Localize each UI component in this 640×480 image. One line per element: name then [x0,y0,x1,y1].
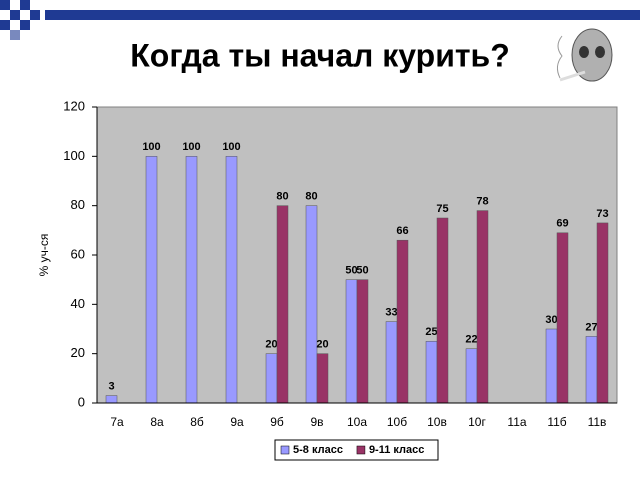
y-tick-label: 60 [71,246,85,261]
x-tick-label: 8б [190,415,204,429]
legend-label: 9-11 класс [369,444,424,456]
bar [396,239,409,404]
bar [385,321,398,404]
x-tick-label: 10г [468,415,486,429]
y-tick-label: 20 [71,345,85,360]
bar [596,222,609,404]
x-tick-label: 9а [230,415,244,429]
data-label: 100 [182,141,200,153]
data-label: 3 [108,381,114,393]
x-tick-label: 11в [588,415,607,429]
x-tick-label: 9б [270,415,284,429]
data-label: 69 [556,218,568,230]
legend-label: 5-8 класс [293,444,343,456]
bar [345,279,358,404]
bar [316,353,329,404]
x-tick-label: 10б [387,415,407,429]
x-tick-label: 11б [547,415,566,429]
legend [274,439,439,461]
x-tick-label: 8а [150,415,164,429]
bar [425,341,438,404]
data-label: 80 [305,191,317,203]
bar [585,336,598,404]
bar [185,156,198,404]
y-axis-label: % уч-ся [37,234,51,277]
bar [145,156,158,404]
data-label: 73 [596,208,608,220]
x-tick-label: 9в [310,415,323,429]
x-tick-label: 11а [507,415,526,429]
data-label: 20 [265,339,277,351]
data-label: 75 [436,203,448,215]
x-tick-label: 7а [110,415,124,429]
bar [436,217,449,404]
bar [556,232,569,404]
data-label: 78 [476,196,488,208]
data-label: 50 [356,265,368,277]
x-tick-label: 10в [427,415,447,429]
data-label: 100 [142,141,160,153]
bar [545,328,558,404]
data-label: 80 [276,191,288,203]
y-tick-label: 80 [71,197,85,212]
legend-swatch [356,445,366,455]
data-label: 27 [585,321,597,333]
bar [465,348,478,404]
bar [276,205,289,404]
header-decoration [0,0,640,40]
legend-swatch [280,445,290,455]
bar [356,279,369,404]
bar [476,210,489,404]
data-label: 25 [425,326,437,338]
y-tick-label: 120 [63,98,85,113]
y-tick-label: 100 [63,148,85,163]
data-label: 30 [545,314,557,326]
data-label: 22 [465,334,477,346]
bar [265,353,278,404]
y-tick-label: 40 [71,296,85,311]
data-label: 50 [345,265,357,277]
data-label: 66 [396,225,408,237]
data-label: 33 [385,307,397,319]
bar [225,156,238,404]
skull-icon [556,28,613,82]
data-label: 100 [222,141,240,153]
data-label: 20 [316,339,328,351]
chart-title: Когда ты начал курить? [130,37,510,73]
bar [305,205,318,404]
y-tick-label: 0 [78,394,85,409]
x-tick-label: 10а [347,415,367,429]
bar [105,395,118,404]
